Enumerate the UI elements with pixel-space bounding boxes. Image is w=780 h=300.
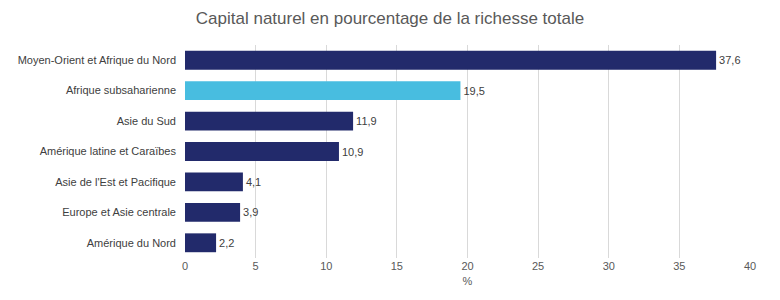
svg-text:0: 0 — [182, 260, 188, 272]
svg-text:10,9: 10,9 — [342, 146, 363, 158]
svg-text:40: 40 — [744, 260, 756, 272]
svg-text:Asie du Sud: Asie du Sud — [117, 115, 176, 127]
svg-text:10: 10 — [320, 260, 332, 272]
svg-text:25: 25 — [532, 260, 544, 272]
svg-text:2,2: 2,2 — [219, 237, 234, 249]
svg-text:Moyen-Orient et Afrique du Nor: Moyen-Orient et Afrique du Nord — [18, 54, 176, 66]
svg-text:20: 20 — [461, 260, 473, 272]
svg-text:35: 35 — [673, 260, 685, 272]
svg-text:Amérique latine et Caraïbes: Amérique latine et Caraïbes — [40, 145, 177, 157]
svg-text:11,9: 11,9 — [356, 115, 377, 127]
svg-text:Asie de l'Est et Pacifique: Asie de l'Est et Pacifique — [55, 176, 176, 188]
svg-text:30: 30 — [603, 260, 615, 272]
svg-text:3,9: 3,9 — [243, 206, 258, 218]
svg-text:4,1: 4,1 — [246, 176, 261, 188]
svg-text:15: 15 — [391, 260, 403, 272]
svg-text:Amérique du Nord: Amérique du Nord — [87, 237, 176, 249]
svg-text:19,5: 19,5 — [463, 85, 484, 97]
svg-text:Afrique subsaharienne: Afrique subsaharienne — [66, 84, 176, 96]
svg-text:%: % — [463, 275, 473, 287]
svg-text:5: 5 — [253, 260, 259, 272]
svg-text:Europe et Asie centrale: Europe et Asie centrale — [62, 206, 176, 218]
svg-text:37,6: 37,6 — [719, 54, 740, 66]
svg-text:Capital naturel en pourcentage: Capital naturel en pourcentage de la ric… — [196, 9, 584, 28]
